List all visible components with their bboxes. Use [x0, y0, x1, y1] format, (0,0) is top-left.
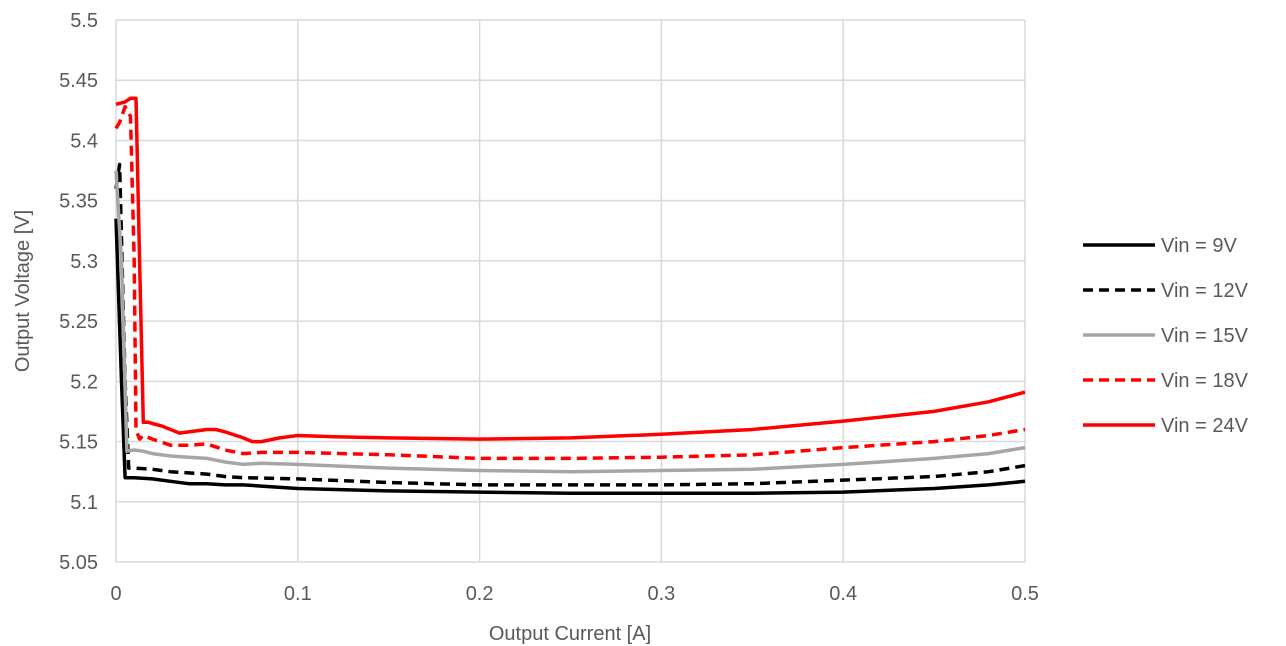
x-tick-label: 0.3 [647, 583, 675, 605]
x-tick-label: 0.5 [1011, 583, 1039, 605]
gridlines [115, 19, 1026, 563]
y-tick-label: 5.25 [59, 311, 98, 333]
y-tick-label: 5.45 [59, 70, 98, 92]
y-tick-label: 5.1 [70, 492, 98, 514]
x-tick-label: 0.2 [466, 583, 494, 605]
x-tick-label: 0 [110, 583, 121, 605]
series-lines [114, 96, 1026, 496]
x-tick-label: 0.4 [829, 583, 857, 605]
series-line-5 [115, 96, 1026, 444]
tick-labels: 5.05 5.1 5.15 5.2 5.25 5.3 5.35 5.4 5.45 5.5 0 0.1 0… [59, 10, 1039, 605]
series-line-2 [114, 162, 1026, 487]
y-tick-label: 5.4 [70, 130, 98, 152]
series-line-4 [114, 104, 1026, 461]
legend-label: Vin = 24V [1161, 415, 1249, 437]
legend-label: Vin = 15V [1161, 325, 1249, 347]
x-tick-label: 0.1 [284, 583, 312, 605]
y-tick-label: 5.35 [59, 191, 98, 213]
legend-label: Vin = 18V [1161, 370, 1249, 392]
legend-label: Vin = 12V [1161, 280, 1249, 302]
y-tick-label: 5.3 [70, 251, 98, 273]
series-line-3 [114, 170, 1026, 474]
y-axis-title: Output Voltage [V] [12, 210, 34, 372]
legend: Vin = 9V Vin = 12V Vin = 15V Vin = 18V Vin =… [1083, 235, 1249, 437]
y-tick-label: 5.05 [59, 552, 98, 574]
legend-label: Vin = 9V [1161, 235, 1237, 257]
y-tick-label: 5.5 [70, 10, 98, 32]
x-axis-title: Output Current [A] [489, 623, 651, 645]
y-tick-label: 5.2 [70, 371, 98, 393]
series-line-1 [114, 218, 1026, 496]
y-tick-label: 5.15 [59, 432, 98, 454]
